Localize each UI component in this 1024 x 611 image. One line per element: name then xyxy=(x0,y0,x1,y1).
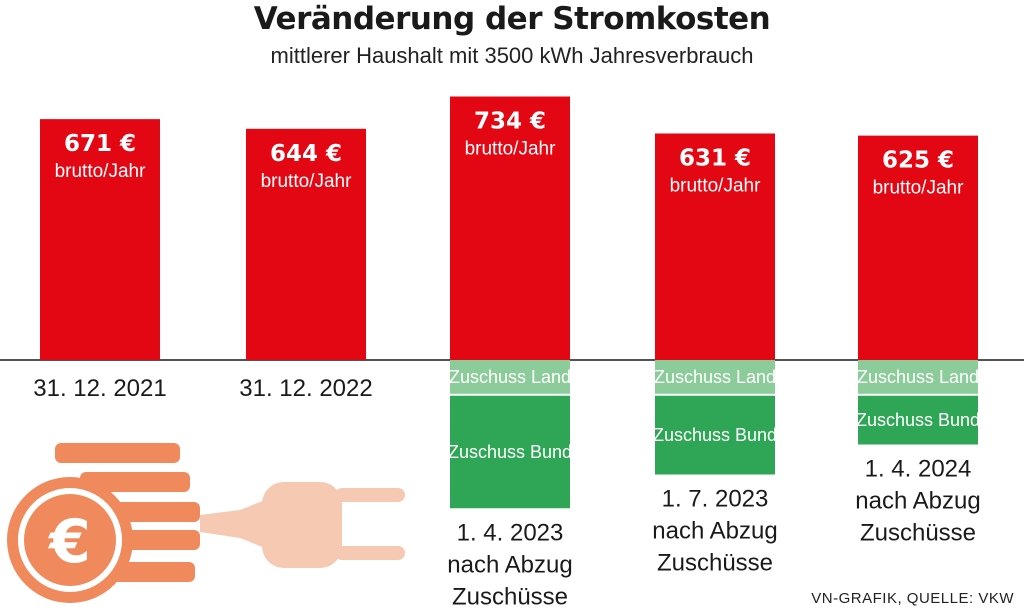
category-label: Zuschüsse xyxy=(452,583,568,610)
bar xyxy=(655,133,775,360)
data-label: 734 € xyxy=(474,109,546,135)
euro-coin-icon: € xyxy=(7,443,200,603)
chart-subtitle: mittlerer Haushalt mit 3500 kWh Jahresve… xyxy=(270,43,754,68)
category-label: 1. 4. 2023 xyxy=(457,519,564,546)
subsidy-land-label: Zuschuss Land xyxy=(654,367,776,387)
data-label: 644 € xyxy=(270,141,342,167)
bar xyxy=(450,96,570,360)
category-label: 1. 4. 2024 xyxy=(865,456,972,483)
subsidy-bund-segment xyxy=(858,395,978,445)
subsidy-bund-segment xyxy=(450,395,570,509)
unit-label: brutto/Jahr xyxy=(873,178,964,199)
unit-label: brutto/Jahr xyxy=(261,171,352,192)
category-label: 1. 7. 2023 xyxy=(662,486,769,513)
category-label: Zuschüsse xyxy=(860,520,976,547)
bar xyxy=(246,128,366,360)
category-label: nach Abzug xyxy=(855,488,980,515)
subsidy-bund-label: Zuschuss Bund xyxy=(653,425,777,445)
decoration-group: € xyxy=(7,443,405,603)
bar xyxy=(858,135,978,360)
category-label: nach Abzug xyxy=(652,518,777,545)
unit-label: brutto/Jahr xyxy=(465,139,556,160)
data-label: 671 € xyxy=(64,131,136,157)
subsidy-land-label: Zuschuss Land xyxy=(449,367,571,387)
source-credit: VN-GRAFIK, QUELLE: VKW xyxy=(811,590,1014,607)
category-label: 31. 12. 2022 xyxy=(239,375,372,402)
subsidy-land-segment xyxy=(655,360,775,394)
data-label: 631 € xyxy=(679,145,751,171)
bar xyxy=(40,119,160,360)
chart-title: Veränderung der Stromkosten xyxy=(253,1,771,37)
category-label: Zuschüsse xyxy=(657,550,773,577)
unit-label: brutto/Jahr xyxy=(670,175,761,196)
subsidy-land-segment xyxy=(450,360,570,394)
subsidy-bund-segment xyxy=(655,395,775,475)
subsidy-land-segment xyxy=(858,360,978,394)
subsidy-land-label: Zuschuss Land xyxy=(857,367,979,387)
chart-marks: 671 € brutto/Jahr 31. 12. 2021 644 € brutto/… xyxy=(33,96,981,610)
plug-icon xyxy=(200,482,405,568)
category-label: 31. 12. 2021 xyxy=(33,375,166,402)
unit-label: brutto/Jahr xyxy=(55,161,146,182)
data-label: 625 € xyxy=(882,148,954,174)
svg-text:€: € xyxy=(47,507,91,577)
subsidy-bund-label: Zuschuss Bund xyxy=(448,442,572,462)
subsidy-bund-label: Zuschuss Bund xyxy=(856,410,980,430)
category-label: nach Abzug xyxy=(447,551,572,578)
